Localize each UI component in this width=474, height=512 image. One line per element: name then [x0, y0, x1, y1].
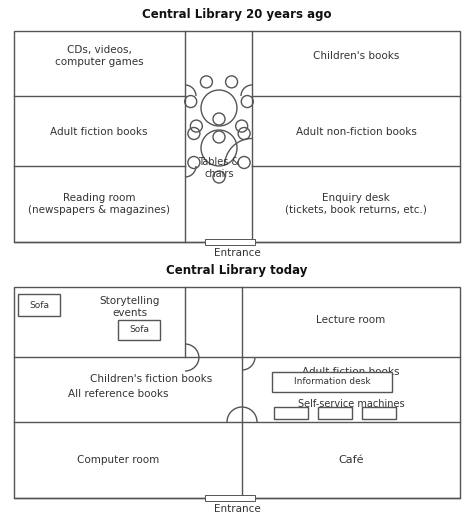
- Text: Children's books: Children's books: [313, 51, 399, 61]
- Bar: [272, 372, 392, 392]
- Bar: [205, 239, 255, 245]
- Text: Self-service machines: Self-service machines: [298, 399, 404, 409]
- Text: Reading room
(newspapers & magazines): Reading room (newspapers & magazines): [28, 193, 170, 215]
- Text: Computer room: Computer room: [77, 455, 159, 465]
- Bar: [362, 407, 396, 419]
- Text: Lecture room: Lecture room: [316, 315, 386, 325]
- Text: Adult non-fiction books: Adult non-fiction books: [296, 127, 417, 137]
- Text: Café: Café: [338, 455, 364, 465]
- Bar: [18, 294, 60, 316]
- Text: Sofa: Sofa: [29, 301, 49, 309]
- Bar: [14, 287, 460, 498]
- Text: Central Library 20 years ago: Central Library 20 years ago: [142, 8, 332, 21]
- Bar: [14, 31, 460, 242]
- Text: Enquiry desk
(tickets, book returns, etc.): Enquiry desk (tickets, book returns, etc…: [285, 193, 427, 215]
- Text: Adult fiction books: Adult fiction books: [302, 367, 400, 377]
- Bar: [205, 495, 255, 501]
- Text: Storytelling
events: Storytelling events: [100, 296, 160, 318]
- Text: All reference books: All reference books: [68, 389, 168, 399]
- Bar: [318, 407, 352, 419]
- Text: Entrance: Entrance: [214, 504, 260, 512]
- Text: Information desk: Information desk: [294, 377, 370, 387]
- Bar: [274, 407, 308, 419]
- Text: CDs, videos,
computer games: CDs, videos, computer games: [55, 45, 143, 67]
- Text: Tables &
chairs: Tables & chairs: [199, 157, 239, 179]
- Text: Entrance: Entrance: [214, 248, 260, 258]
- Text: Sofa: Sofa: [129, 326, 149, 334]
- Bar: [118, 320, 160, 340]
- Text: Children's fiction books: Children's fiction books: [90, 374, 212, 384]
- Text: Adult fiction books: Adult fiction books: [50, 127, 148, 137]
- Text: Central Library today: Central Library today: [166, 264, 308, 277]
